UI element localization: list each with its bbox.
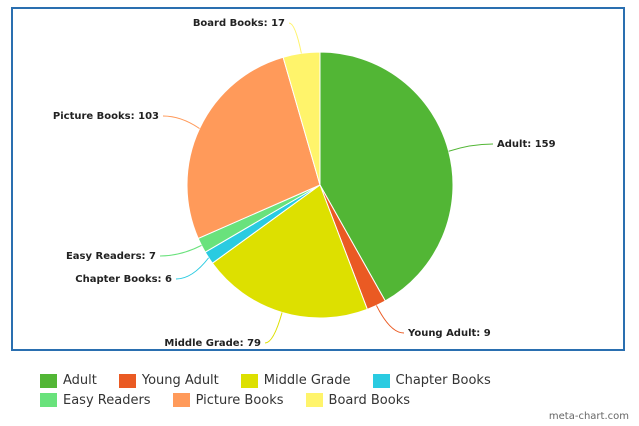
connector-line-board-books [288,22,302,54]
legend-swatch [172,393,190,407]
connector-line-picture-books [162,115,200,129]
data-label-adult: Adult: 159 [497,139,556,150]
legend-label: Picture Books [195,392,284,408]
connector-line-middle-grade [264,312,283,344]
data-label-middle-grade: Middle Grade: 79 [164,338,261,349]
chart-frame: Adult: 159 Young Adult: 9 Middle Grade: 79… [11,7,625,351]
legend-swatch [372,373,390,388]
legend-item-easy-readers: Easy Readers [40,392,151,409]
legend-swatch [40,373,57,388]
pie-slice-adult [319,51,454,302]
legend-item-young-adult: Young Adult [118,372,219,389]
connector-line-adult [448,143,494,152]
data-label-picture-books: Picture Books: 103 [53,111,159,122]
legend-label: Middle Grade [263,373,351,388]
legend-item-board-books: Board Books [305,392,410,409]
legend-swatch [40,393,57,407]
legend-label: Chapter Books [395,373,491,388]
legend-item-middle-grade: Middle Grade [240,372,351,389]
pie-slice-middle-grade [211,184,368,319]
data-label-young-adult: Young Adult: 9 [407,328,491,339]
legend-label: Young Adult [141,373,219,388]
watermark: meta-chart.com [548,411,629,422]
legend-item-adult: Adult [40,372,97,389]
connector-line-chapter-books [175,257,210,280]
connector-line-young-adult [375,305,405,334]
pie-chart: Adult: 159 Young Adult: 9 Middle Grade: 79… [53,18,556,349]
data-label-easy-readers: Easy Readers: 7 [66,251,156,262]
legend: Adult Young Adult Middle Grade Chapter Book… [40,372,620,411]
data-label-board-books: Board Books: 17 [193,18,285,29]
data-label-chapter-books: Chapter Books: 6 [75,274,172,285]
legend-label: Adult [63,373,97,388]
legend-item-chapter-books: Chapter Books [372,372,491,389]
connector-line-easy-readers [159,244,202,257]
legend-label: Board Books [328,392,410,408]
legend-swatch [305,393,323,407]
legend-swatch [118,373,136,388]
legend-label: Easy Readers [63,392,151,408]
legend-item-picture-books: Picture Books [172,392,284,409]
legend-swatch [240,373,258,388]
